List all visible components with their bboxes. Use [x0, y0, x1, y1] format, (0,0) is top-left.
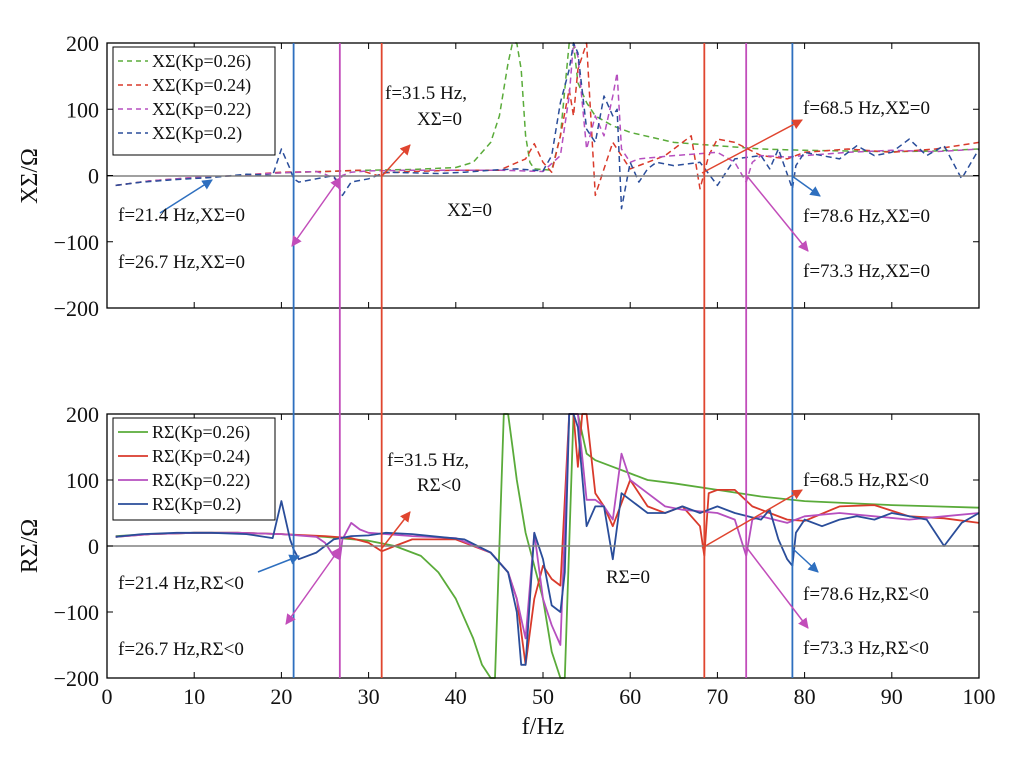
arrow-68-5-top [701, 119, 803, 174]
annot-x-21-4: f=21.4 Hz,XΣ=0 [118, 205, 245, 226]
legend-label-r026: RΣ(Kp=0.26) [152, 422, 250, 443]
legend-label-x024: XΣ(Kp=0.24) [152, 75, 251, 96]
annot-r-31-5-line1: f=31.5 Hz, [387, 450, 469, 471]
legend-label-x022: XΣ(Kp=0.22) [152, 99, 251, 120]
arrow-78-6-top [791, 175, 821, 197]
annot-r-68-5: f=68.5 Hz,RΣ<0 [803, 470, 929, 491]
x-tick-label: 30 [358, 684, 380, 709]
frequency-marker-lines [292, 43, 794, 678]
arrow-73-3-bot [746, 547, 809, 629]
arrow-26-7-top [291, 177, 341, 247]
annot-r-21-4: f=21.4 Hz,RΣ<0 [118, 573, 244, 594]
x-tick-label: 20 [270, 684, 292, 709]
annot-x-31-5-line1: f=31.5 Hz, [385, 83, 467, 104]
annot-r-31-5-line2: RΣ<0 [417, 475, 461, 496]
reactance-y-tick-label: 200 [66, 31, 99, 56]
reactance-y-tick-label: 100 [66, 97, 99, 122]
reactance-y-tick-label: 0 [88, 164, 99, 189]
annot-x-31-5-line2: XΣ=0 [417, 109, 462, 130]
x-tick-label: 40 [445, 684, 467, 709]
reactance-series-line-3 [115, 42, 980, 210]
arrow-68-5-bot [701, 489, 803, 549]
arrow-73-3-top [746, 175, 809, 252]
reactance-legend-box [112, 46, 276, 156]
legend-label-r024: RΣ(Kp=0.24) [152, 446, 250, 467]
reactance-y-ticks: 200 100 0 −100 −200 [54, 31, 980, 321]
annot-r-26-7: f=26.7 Hz,RΣ<0 [118, 639, 244, 660]
annot-x-78-6: f=78.6 Hz,XΣ=0 [803, 206, 930, 227]
reactance-legend: XΣ(Kp=0.26) XΣ(Kp=0.24) XΣ(Kp=0.22) XΣ(K… [112, 46, 276, 156]
legend-label-r020: RΣ(Kp=0.2) [152, 494, 241, 515]
resistance-annotations: f=21.4 Hz,RΣ<0 f=26.7 Hz,RΣ<0 f=31.5 Hz,… [118, 450, 929, 660]
resistance-x-ticks: 0 10 20 30 40 50 60 70 80 90 100 [102, 414, 996, 709]
resistance-panel: 200 100 0 −100 −200 0 10 20 30 40 50 60 70 80 90 100 R… [17, 402, 996, 740]
x-tick-label: 60 [619, 684, 641, 709]
arrow-31-5-top [381, 144, 411, 177]
x-tick-label: 10 [183, 684, 205, 709]
annot-x-zero: XΣ=0 [447, 200, 492, 221]
x-tick-label: 0 [102, 684, 113, 709]
resistance-y-tick-label: −100 [54, 600, 99, 625]
resistance-y-tick-label: −200 [54, 666, 99, 691]
arrow-21-4-top [159, 179, 213, 214]
resistance-y-tick-label: 0 [88, 534, 99, 559]
resistance-y-axis-label: RΣ/Ω [17, 519, 43, 573]
resistance-series-line-0 [115, 413, 980, 679]
reactance-y-axis-label: XΣ/Ω [17, 148, 43, 204]
x-tick-label: 100 [963, 684, 996, 709]
legend-label-x020: XΣ(Kp=0.2) [152, 123, 242, 144]
annot-x-68-5: f=68.5 Hz,XΣ=0 [803, 98, 930, 119]
x-axis-label: f/Hz [522, 714, 565, 740]
arrow-26-7-bot [285, 547, 341, 625]
arrow-78-6-bot [791, 547, 819, 573]
annot-x-73-3: f=73.3 Hz,XΣ=0 [803, 261, 930, 282]
reactance-annotations: f=21.4 Hz,XΣ=0 f=26.7 Hz,XΣ=0 f=31.5 Hz,… [118, 83, 930, 282]
resistance-legend: RΣ(Kp=0.26) RΣ(Kp=0.24) RΣ(Kp=0.22) RΣ(K… [112, 417, 276, 521]
resistance-y-ticks: 200 100 0 −100 −200 [54, 402, 979, 691]
x-tick-label: 70 [706, 684, 728, 709]
reactance-series-line-0 [115, 42, 980, 187]
annot-x-26-7: f=26.7 Hz,XΣ=0 [118, 252, 245, 273]
annot-r-78-6: f=78.6 Hz,RΣ<0 [803, 584, 929, 605]
resistance-y-tick-label: 200 [66, 402, 99, 427]
resistance-legend-box [112, 417, 276, 521]
legend-label-x026: XΣ(Kp=0.26) [152, 51, 251, 72]
x-tick-label: 80 [794, 684, 816, 709]
x-tick-label: 90 [881, 684, 903, 709]
annot-r-zero: RΣ=0 [606, 567, 650, 588]
resistance-y-tick-label: 100 [66, 468, 99, 493]
reactance-y-tick-label: −200 [54, 296, 99, 321]
arrow-31-5-bot [381, 511, 411, 549]
legend-label-r022: RΣ(Kp=0.22) [152, 470, 250, 491]
reactance-y-tick-label: −100 [54, 230, 99, 255]
annot-r-73-3: f=73.3 Hz,RΣ<0 [803, 638, 929, 659]
x-tick-label: 50 [532, 684, 554, 709]
